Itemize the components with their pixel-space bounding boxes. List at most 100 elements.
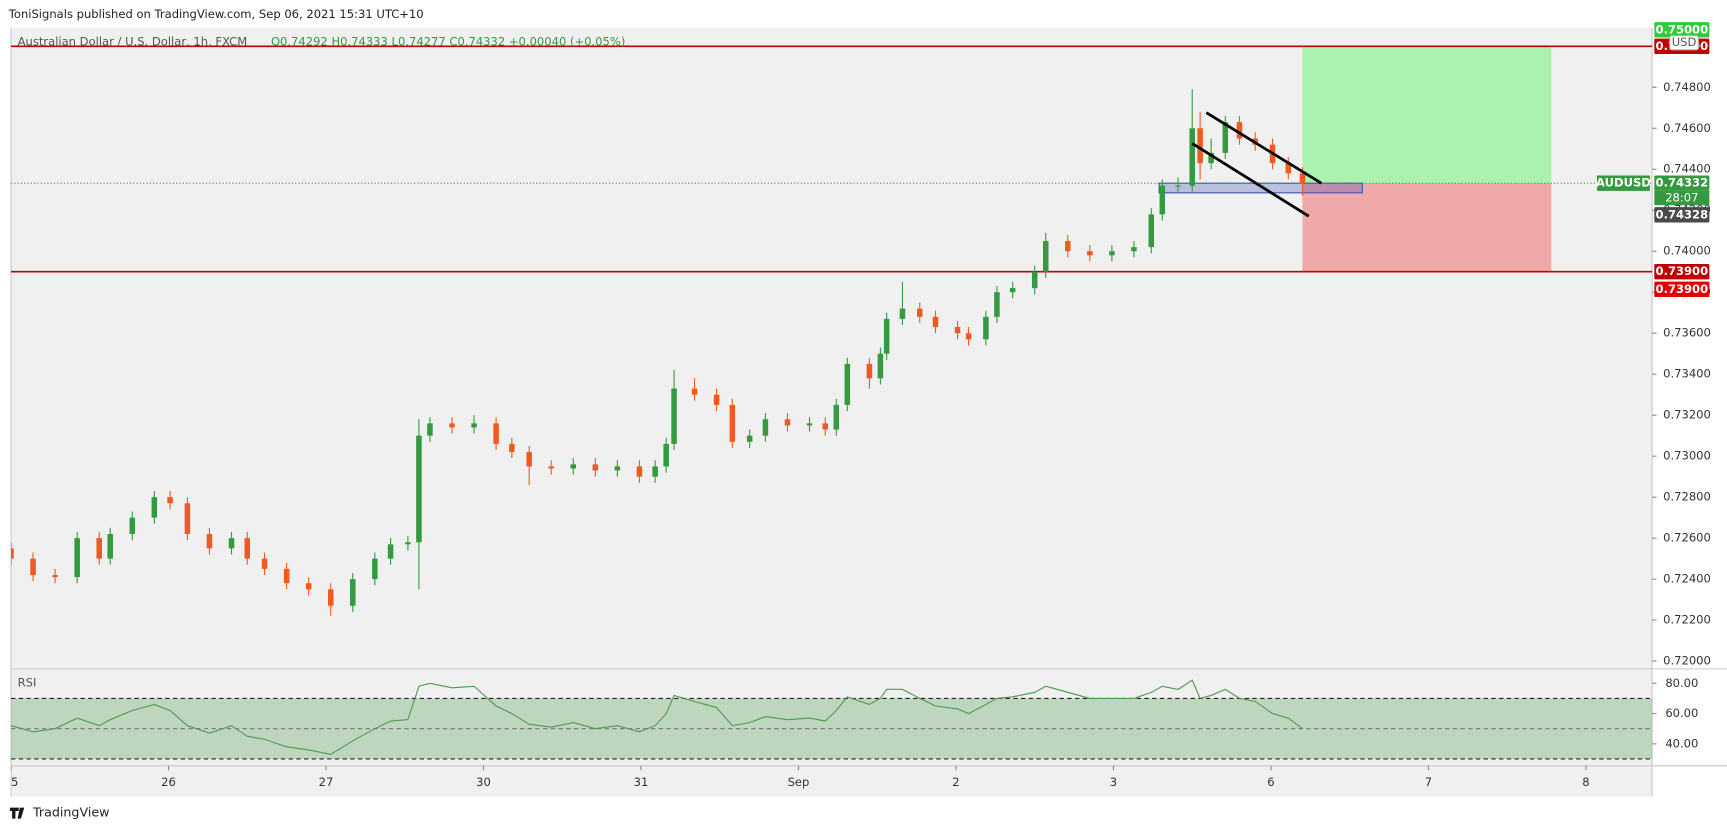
x-tick-label: Sep bbox=[788, 775, 810, 789]
y-tick-label: 0.74400 bbox=[1663, 162, 1711, 176]
candle-body bbox=[784, 419, 791, 426]
candle-body bbox=[954, 327, 961, 334]
candle-body bbox=[570, 464, 577, 469]
candle-body bbox=[1148, 214, 1155, 248]
axes: 0.72000 0.72200 0.72400 0.72600 0.72800 0.730… bbox=[10, 22, 1711, 760]
candle-body bbox=[1042, 240, 1049, 272]
candle-body bbox=[877, 353, 884, 379]
candle-body bbox=[833, 404, 840, 430]
x-tick-label: 27 bbox=[319, 775, 334, 789]
x-tick-label: 8 bbox=[1582, 775, 1589, 789]
candle-body bbox=[471, 423, 477, 428]
candle-body bbox=[729, 404, 736, 442]
trendline bbox=[1205, 111, 1323, 185]
candle-body bbox=[1236, 122, 1243, 139]
y-tick-label: 0.72800 bbox=[1663, 490, 1711, 504]
y-tick-label: 0.73600 bbox=[1663, 326, 1711, 340]
x-tick-label: 26 bbox=[161, 775, 176, 789]
x-tick-label: 3 bbox=[1110, 775, 1117, 789]
price-tag bbox=[1654, 264, 1710, 280]
candle-body bbox=[387, 544, 394, 559]
price-pane bbox=[11, 45, 1653, 617]
y-tick-label: 0.72600 bbox=[1663, 531, 1711, 545]
candle-body bbox=[1087, 251, 1093, 256]
candle-body bbox=[30, 558, 36, 576]
time-axis: 25 26 27 30 31 Sep 2 3 6 7 8 bbox=[4, 765, 1590, 789]
candle-body bbox=[806, 423, 813, 426]
logo: TradingView bbox=[9, 805, 110, 820]
symbol-title: Australian Dollar / U.S. Dollar, 1h, FXC… bbox=[18, 35, 248, 49]
candle-body bbox=[509, 443, 515, 453]
price-tag bbox=[1654, 281, 1710, 298]
candle-body bbox=[983, 316, 989, 340]
symbol-label: AUDUSD bbox=[1596, 176, 1651, 190]
candle-body bbox=[592, 464, 599, 471]
y-tick-label: 0.73400 bbox=[1663, 367, 1711, 381]
candle-body bbox=[372, 558, 378, 580]
candle-body bbox=[493, 423, 499, 444]
candle-body bbox=[652, 466, 658, 477]
y-tick-label: 0.74800 bbox=[1663, 80, 1711, 94]
candle-body bbox=[327, 589, 334, 606]
candle-body bbox=[151, 497, 158, 518]
candle-body bbox=[74, 538, 80, 578]
candle-body bbox=[1065, 240, 1071, 252]
candle-body bbox=[167, 497, 173, 504]
candle-body bbox=[1299, 173, 1306, 184]
y-tick-label: 0.74600 bbox=[1663, 121, 1711, 135]
countdown: 28:07 bbox=[1665, 191, 1698, 205]
x-tick-label: 6 bbox=[1267, 775, 1274, 789]
price-tag-label: 0.74332 bbox=[1656, 176, 1709, 190]
candle-body bbox=[449, 423, 455, 428]
candle-body bbox=[1197, 128, 1203, 164]
x-tick-label: 25 bbox=[4, 775, 19, 789]
candle-body bbox=[11, 548, 14, 559]
candle-body bbox=[1109, 251, 1115, 256]
price-tag-label: 0.73900 bbox=[1656, 282, 1709, 296]
candle-body bbox=[129, 517, 136, 535]
candle-body bbox=[713, 394, 720, 405]
logo-icon bbox=[9, 807, 25, 819]
y-tick-label: 0.72400 bbox=[1663, 572, 1711, 586]
candle-body bbox=[405, 542, 411, 545]
candle-body bbox=[636, 466, 643, 477]
candle-body bbox=[866, 363, 873, 379]
candle-body bbox=[994, 292, 1000, 317]
price-tag-label: 0.74328 bbox=[1656, 207, 1709, 221]
y-tick-label: 0.73200 bbox=[1663, 408, 1711, 422]
y-tick-label: 0.72200 bbox=[1663, 613, 1711, 627]
candle-body bbox=[899, 308, 906, 319]
candle-body bbox=[746, 435, 753, 442]
currency-box bbox=[1669, 35, 1699, 51]
candle-body bbox=[1189, 128, 1195, 186]
trendline bbox=[1191, 142, 1310, 218]
y-tick-label: 0.74000 bbox=[1663, 244, 1711, 258]
candle-body bbox=[548, 466, 554, 469]
rsi-line bbox=[10, 679, 1303, 756]
currency-label: USD bbox=[1672, 35, 1697, 49]
candle-body bbox=[244, 538, 251, 559]
candle-body bbox=[416, 435, 422, 543]
stop-zone bbox=[1302, 183, 1552, 272]
candle-body bbox=[261, 558, 268, 569]
candle-body bbox=[228, 538, 235, 549]
price-tag-label: 0.75000 bbox=[1656, 22, 1709, 36]
footer: TradingView bbox=[32, 805, 109, 820]
candle-body bbox=[1159, 185, 1166, 215]
y-tick-label: 0.72000 bbox=[1663, 654, 1711, 668]
price-tag-label: 0.73900 bbox=[1656, 264, 1709, 278]
x-tick-label: 31 bbox=[634, 775, 649, 789]
x-tick-label: 7 bbox=[1425, 775, 1432, 789]
x-tick-label: 2 bbox=[952, 775, 959, 789]
candle-body bbox=[663, 443, 669, 467]
candle-body bbox=[822, 423, 829, 430]
ohlc-legend: O0.74292 H0.74333 L0.74277 C0.74332 +0.0… bbox=[271, 35, 625, 49]
price-tag bbox=[1654, 22, 1710, 38]
candle-body bbox=[1131, 247, 1137, 252]
rsi-tick-label: 60.00 bbox=[1665, 706, 1698, 720]
candle-body bbox=[184, 503, 191, 535]
x-tick-label: 30 bbox=[476, 775, 491, 789]
price-tag bbox=[1654, 207, 1710, 223]
target-zone bbox=[1302, 46, 1552, 184]
